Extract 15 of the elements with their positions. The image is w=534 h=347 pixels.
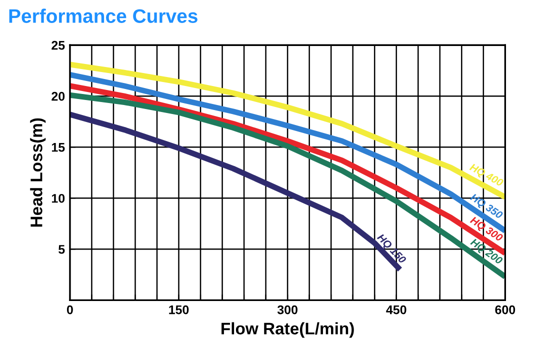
y-axis-title: Head Loss(m) [30, 118, 46, 227]
x-axis-title: Flow Rate(L/min) [222, 322, 354, 338]
x-tick-label: 450 [386, 305, 406, 314]
chart-title: Performance Curves [9, 8, 198, 23]
text: HQ 400 [468, 163, 504, 188]
x-tick-label: 600 [495, 305, 516, 314]
y-tick-label: 25 [52, 40, 65, 50]
y-tick-label: 10 [52, 194, 65, 203]
x-tick-label: 150 [169, 305, 189, 314]
text: HQ 150 [375, 233, 407, 266]
y-tick-label: 20 [52, 92, 65, 101]
x-tick-label: 0 [66, 305, 73, 314]
y-tick-label: 5 [58, 245, 65, 254]
x-tick-label: 300 [277, 305, 298, 314]
y-tick-label: 15 [52, 143, 65, 152]
